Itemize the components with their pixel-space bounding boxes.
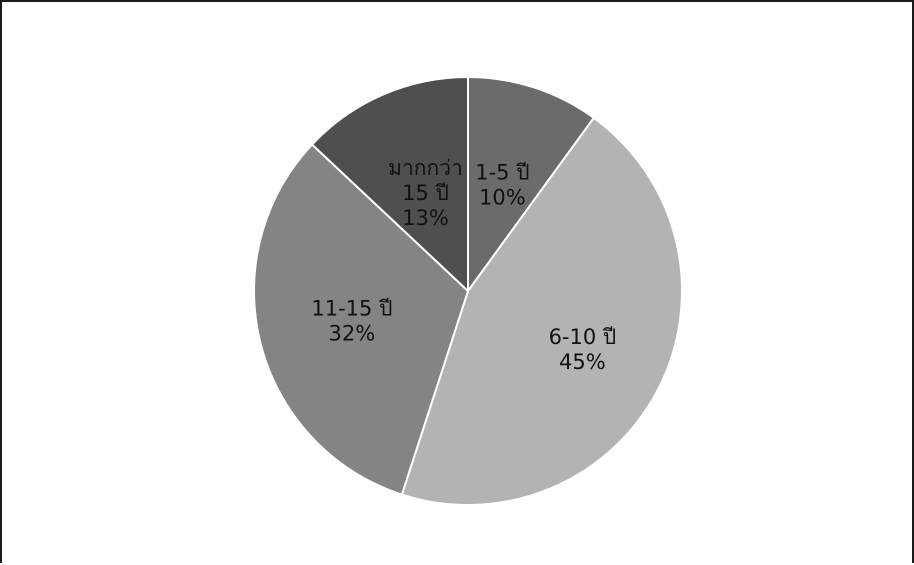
pie-slice-label-3: 11-15 ปี 32% [311, 296, 392, 345]
pie-slice-2 [400, 116, 683, 506]
pie-slice-1 [467, 75, 596, 295]
pie-slice-label-1: 1-5 ปี 10% [475, 161, 529, 210]
pie-slice-label-2: 6-10 ปี 45% [549, 325, 617, 374]
pie-labels: 1-5 ปี 10% 6-10 ปี 45% 11-15 ปี 32% มากกว่า 15 … [311, 156, 616, 374]
pie-slices [253, 75, 683, 506]
pie-slice-4 [310, 75, 469, 294]
pie-slice-label-4: มากกว่า 15 ปี 13% [388, 156, 463, 230]
pie-slice-3 [253, 143, 470, 496]
